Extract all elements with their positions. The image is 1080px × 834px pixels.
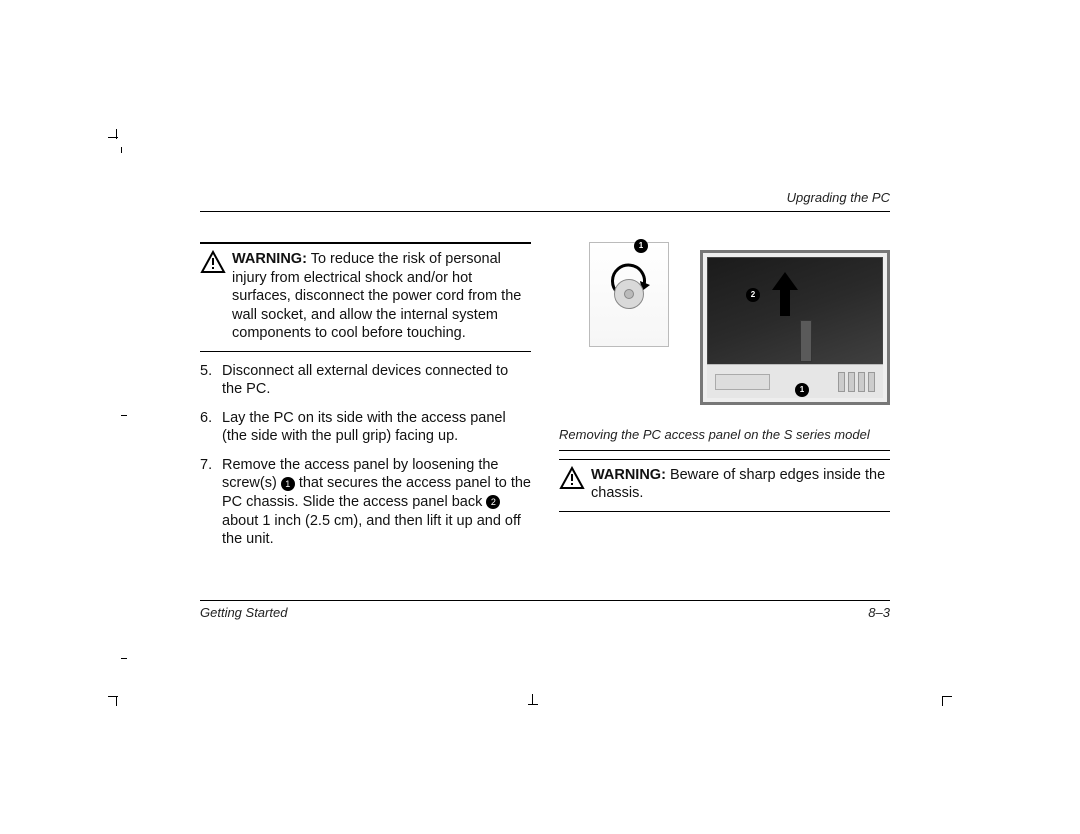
- figure-tag-2: 2: [746, 288, 760, 302]
- crop-mark-bottom-right: [938, 692, 952, 706]
- two-column-body: WARNING: To reduce the risk of personal …: [200, 242, 890, 559]
- right-column: 1 2: [559, 242, 890, 559]
- step-text: Disconnect all external devices connecte…: [222, 362, 531, 399]
- warning-triangle-icon: [200, 250, 226, 274]
- figure-access-panel: 1 2: [559, 242, 890, 417]
- warning-label: WARNING:: [232, 251, 307, 267]
- section-title: Upgrading the PC: [787, 190, 890, 205]
- lift-arrow-icon: [768, 272, 802, 316]
- warning-text-wrap: WARNING: To reduce the risk of personal …: [232, 250, 531, 343]
- crop-tick-top: [121, 147, 122, 153]
- callout-1-icon: 1: [281, 477, 295, 491]
- figure-tag-1: 1: [634, 239, 648, 253]
- step-6: 6. Lay the PC on its side with the acces…: [200, 409, 531, 446]
- step-number: 5.: [200, 362, 222, 399]
- screw-center-icon: [624, 289, 634, 299]
- callout-2-icon: 2: [486, 495, 500, 509]
- step-number: 7.: [200, 456, 222, 549]
- figure-screw-detail: 1: [589, 242, 669, 347]
- pull-grip-icon: [800, 320, 812, 362]
- footer-left: Getting Started: [200, 605, 287, 620]
- figure-caption: Removing the PC access panel on the S se…: [559, 427, 890, 451]
- warning-label: WARNING:: [591, 467, 666, 483]
- pc-chassis-base: 1: [707, 364, 883, 398]
- footer-page-number: 8–3: [868, 605, 890, 620]
- page-content: Upgrading the PC WARNING: To reduce the …: [200, 190, 890, 559]
- left-column: WARNING: To reduce the risk of personal …: [200, 242, 531, 559]
- step7-post: about 1 inch (2.5 cm), and then lift it …: [222, 513, 521, 548]
- page-footer: Getting Started 8–3: [200, 600, 890, 620]
- crop-mark-bottom-center: [528, 694, 542, 708]
- figure-pc-chassis: 2 1: [700, 250, 890, 405]
- running-head: Upgrading the PC: [200, 190, 890, 212]
- warning-triangle-icon: [559, 466, 585, 490]
- step-5: 5. Disconnect all external devices conne…: [200, 362, 531, 399]
- step-text: Lay the PC on its side with the access p…: [222, 409, 531, 446]
- crop-tick-left-bottom: [121, 658, 127, 659]
- figure-tag-1b: 1: [795, 383, 809, 397]
- drive-bay-icon: [715, 374, 770, 390]
- procedure-steps: 5. Disconnect all external devices conne…: [200, 362, 531, 549]
- warning-box-electrical: WARNING: To reduce the risk of personal …: [200, 242, 531, 352]
- step-7: 7. Remove the access panel by loosening …: [200, 456, 531, 549]
- step-number: 6.: [200, 409, 222, 446]
- crop-tick-left-mid: [121, 415, 127, 416]
- crop-mark-bottom-left: [108, 692, 122, 706]
- crop-mark-top-left: [108, 129, 122, 143]
- expansion-slots-icon: [838, 372, 875, 392]
- step-text: Remove the access panel by loosening the…: [222, 456, 531, 549]
- pc-access-panel: 2: [707, 257, 883, 367]
- warning-box-sharp-edges: WARNING: Beware of sharp edges inside th…: [559, 459, 890, 512]
- warning-text-wrap: WARNING: Beware of sharp edges inside th…: [591, 466, 890, 503]
